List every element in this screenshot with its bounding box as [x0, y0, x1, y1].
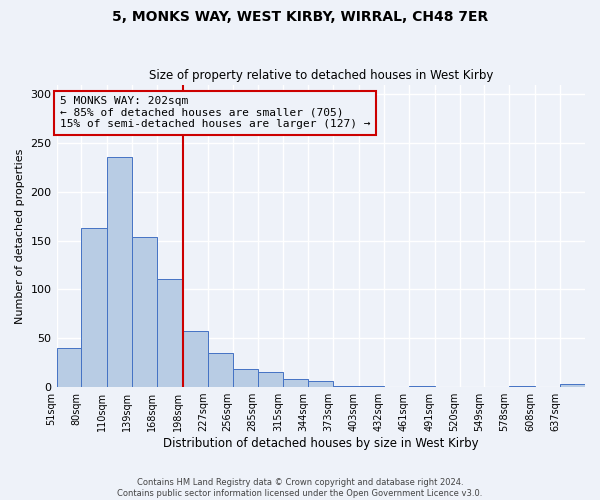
Bar [560, 384, 585, 387]
Bar [107, 157, 132, 387]
Bar [183, 332, 208, 387]
Y-axis label: Number of detached properties: Number of detached properties [15, 148, 25, 324]
Bar [333, 386, 359, 387]
Bar [82, 228, 107, 387]
Bar [509, 386, 535, 387]
Text: 5 MONKS WAY: 202sqm
← 85% of detached houses are smaller (705)
15% of semi-detac: 5 MONKS WAY: 202sqm ← 85% of detached ho… [60, 96, 370, 130]
X-axis label: Distribution of detached houses by size in West Kirby: Distribution of detached houses by size … [163, 437, 479, 450]
Bar [409, 386, 434, 387]
Bar [359, 386, 384, 387]
Bar [208, 353, 233, 387]
Bar [157, 279, 183, 387]
Bar [308, 381, 333, 387]
Bar [132, 237, 157, 387]
Bar [56, 348, 82, 387]
Text: 5, MONKS WAY, WEST KIRBY, WIRRAL, CH48 7ER: 5, MONKS WAY, WEST KIRBY, WIRRAL, CH48 7… [112, 10, 488, 24]
Bar [257, 372, 283, 387]
Bar [283, 380, 308, 387]
Title: Size of property relative to detached houses in West Kirby: Size of property relative to detached ho… [149, 69, 493, 82]
Text: Contains HM Land Registry data © Crown copyright and database right 2024.
Contai: Contains HM Land Registry data © Crown c… [118, 478, 482, 498]
Bar [233, 368, 257, 387]
